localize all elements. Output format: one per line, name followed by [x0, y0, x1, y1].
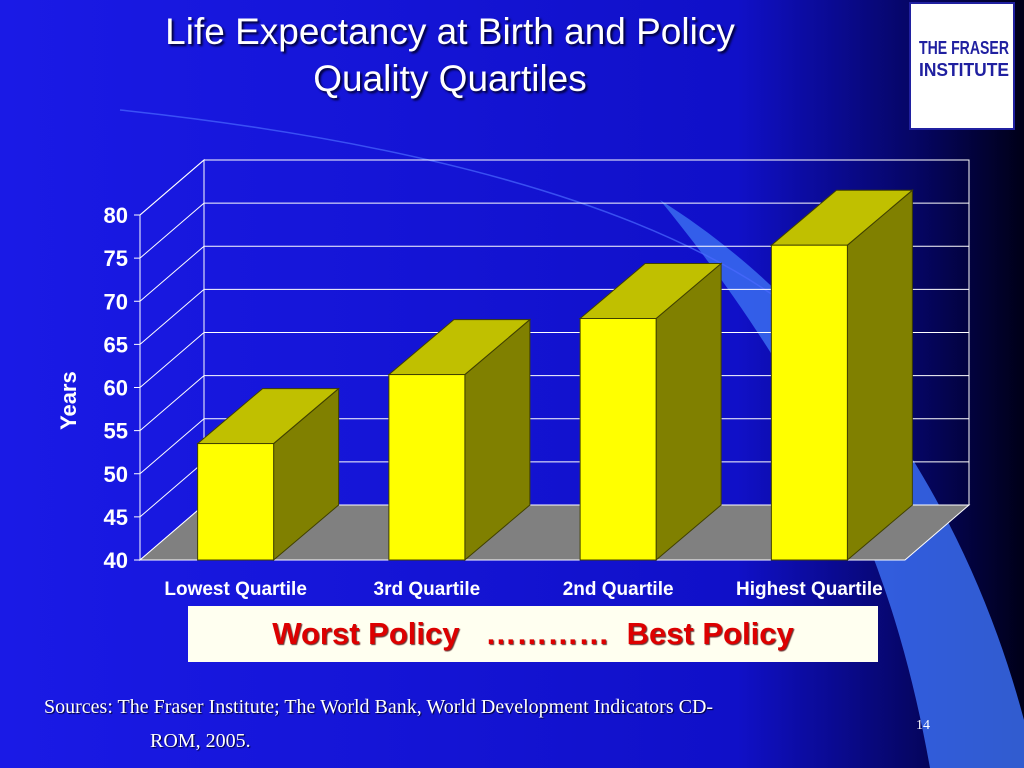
bar-1 — [196, 387, 340, 562]
y-tick-label: 70 — [104, 289, 128, 314]
y-tick-label: 40 — [104, 548, 128, 573]
gridline-side — [139, 375, 205, 432]
bar-side — [846, 189, 913, 562]
bar-3 — [578, 262, 723, 562]
y-tick-label: 55 — [104, 419, 128, 444]
x-category-label: 2nd Quartile — [563, 579, 674, 600]
logo-line1: THE FRASER — [919, 38, 1009, 58]
y-axis-ticks: 40 45 50 55 60 65 70 75 80 — [104, 203, 141, 573]
x-category-label: Highest Quartile — [736, 579, 883, 600]
sources-note: Sources: The Fraser Institute; The World… — [44, 690, 924, 758]
sources-line2: ROM, 2005. — [150, 730, 251, 752]
gridline-side — [139, 461, 205, 518]
gridline-side — [139, 418, 205, 475]
y-tick-label: 75 — [104, 246, 128, 271]
x-axis-labels: Lowest Quartile 3rd Quartile 2nd Quartile H… — [164, 579, 882, 600]
bar-front — [579, 318, 657, 561]
fraser-institute-logo: THE FRASER INSTITUTE — [909, 2, 1015, 130]
decorative-arc — [119, 109, 781, 301]
bar-front — [770, 244, 848, 561]
gridline-side — [139, 245, 205, 302]
slide-title-line2: Quality Quartiles — [313, 58, 587, 99]
slide-title: Life Expectancy at Birth and Policy Qual… — [40, 8, 860, 102]
slide-title-line1: Life Expectancy at Birth and Policy — [165, 11, 735, 52]
worst-policy-label: Worst Policy — [272, 616, 460, 651]
bar-4 — [770, 189, 914, 562]
y-tick-label: 65 — [104, 332, 128, 357]
y-tick-label: 50 — [104, 462, 128, 487]
page-number: 14 — [916, 718, 930, 733]
best-policy-label: Best Policy — [626, 616, 794, 651]
x-category-label: Lowest Quartile — [164, 579, 307, 600]
y-tick-label: 80 — [104, 203, 128, 228]
logo-line2: INSTITUTE — [919, 60, 1009, 80]
gridline-side — [139, 159, 205, 216]
policy-scale-box: Worst Policy ………… Best Policy — [188, 606, 878, 662]
y-tick-label: 60 — [104, 376, 128, 401]
gridline-side — [139, 332, 205, 388]
bar-front — [388, 374, 466, 561]
decorative-swoosh — [660, 200, 1024, 768]
sources-line1: Sources: The Fraser Institute; The World… — [44, 696, 714, 718]
bar-front — [197, 443, 275, 561]
chart-bars — [196, 189, 914, 562]
y-tick-label: 45 — [104, 505, 128, 530]
y-axis-label: Years — [56, 371, 81, 430]
bar-2 — [387, 318, 532, 562]
policy-scale-text: Worst Policy ………… Best Policy — [188, 616, 878, 652]
gridline-side — [139, 202, 205, 259]
x-category-label: 3rd Quartile — [374, 579, 481, 600]
policy-dots: ………… — [485, 616, 610, 651]
gridline-side — [139, 288, 205, 345]
